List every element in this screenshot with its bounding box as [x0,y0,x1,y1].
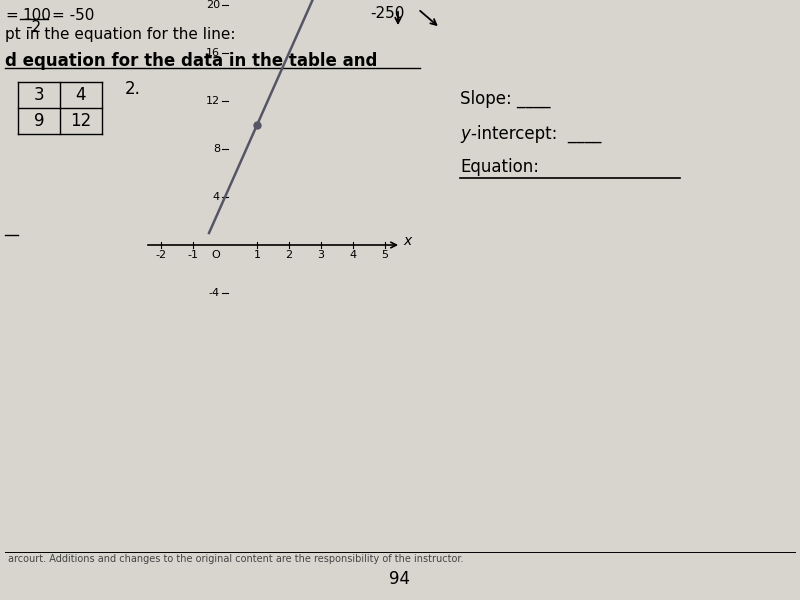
Text: 4: 4 [213,192,220,202]
Text: 16: 16 [206,48,220,58]
Text: 2.: 2. [125,80,141,98]
Text: 1: 1 [254,250,261,260]
Text: -2: -2 [155,250,166,260]
Text: Slope: ____: Slope: ____ [460,90,550,108]
Text: pt in the equation for the line:: pt in the equation for the line: [5,27,235,42]
Text: =: = [5,8,18,23]
Text: 4: 4 [76,86,86,104]
Text: 3: 3 [318,250,325,260]
Text: -1: -1 [187,250,198,260]
Text: x: x [403,234,411,248]
Text: 8: 8 [213,144,220,154]
Text: d equation for the data in the table and: d equation for the data in the table and [5,52,378,70]
Text: O: O [211,250,220,260]
Text: arcourt. Additions and changes to the original content are the responsibility of: arcourt. Additions and changes to the or… [8,554,463,564]
Text: = -50: = -50 [52,8,94,23]
Text: 100: 100 [22,8,51,23]
Text: Equation:: Equation: [460,158,539,176]
Text: -250: -250 [370,6,404,21]
Text: -4: -4 [209,288,220,298]
Text: -2: -2 [26,20,41,35]
Text: -intercept:  ____: -intercept: ____ [471,125,602,143]
Text: 2: 2 [286,250,293,260]
Text: 12: 12 [206,96,220,106]
Text: 94: 94 [390,570,410,588]
Text: 4: 4 [350,250,357,260]
Text: 9: 9 [34,112,44,130]
Text: y: y [460,125,470,143]
Text: 20: 20 [206,0,220,10]
Text: 5: 5 [382,250,389,260]
Text: 12: 12 [70,112,92,130]
Text: 3: 3 [34,86,44,104]
